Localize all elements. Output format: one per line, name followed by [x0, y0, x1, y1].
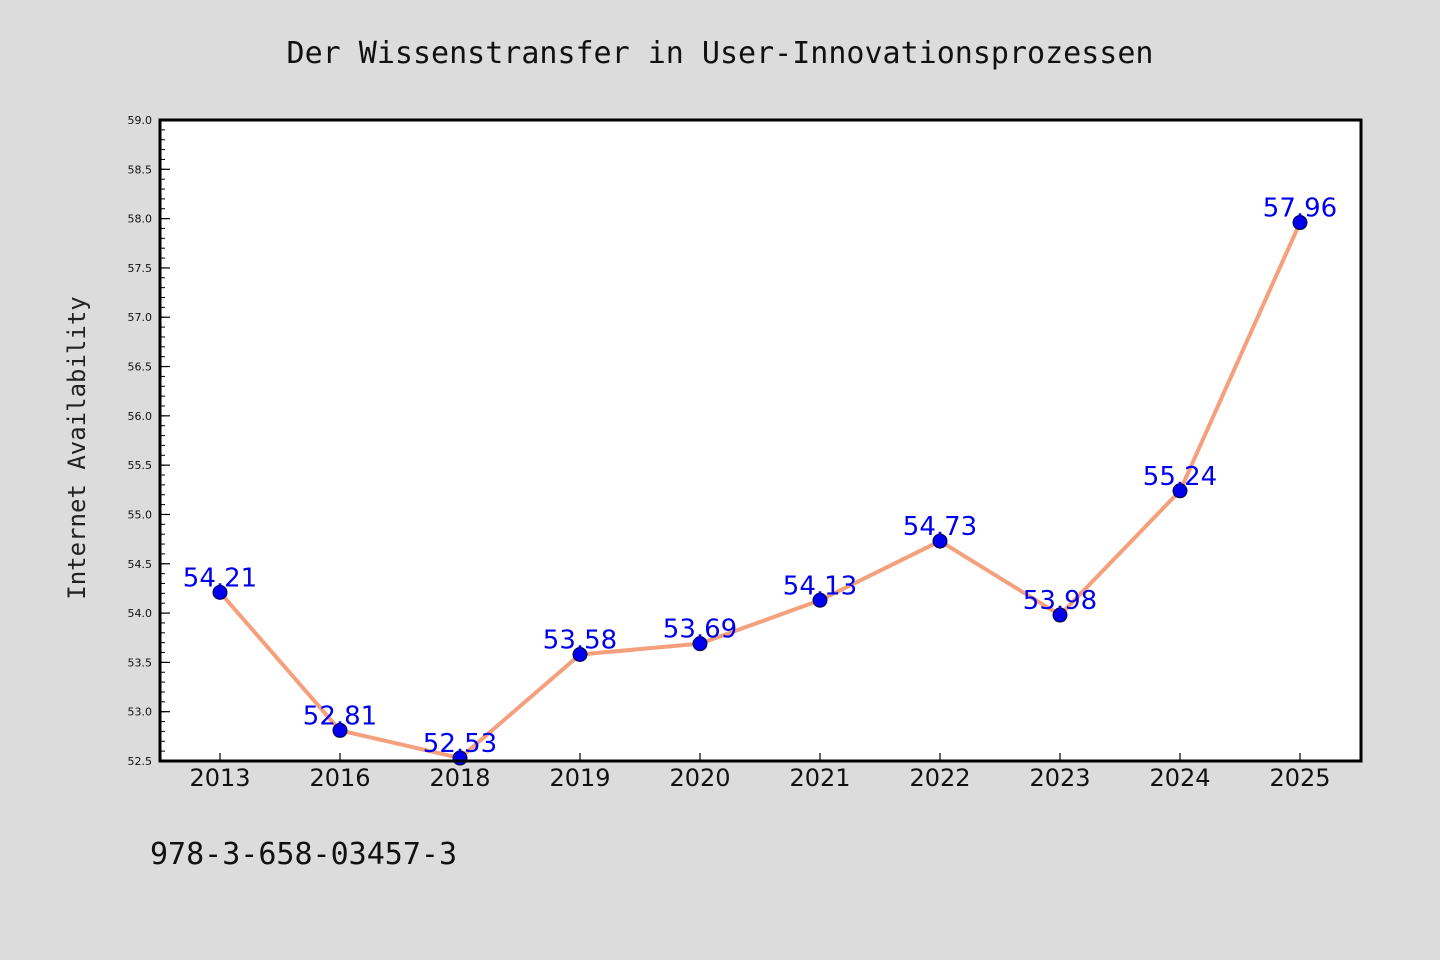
data-point	[1172, 483, 1188, 499]
data-point	[1052, 607, 1068, 623]
x-tick-label: 2016	[309, 764, 370, 792]
y-tick-label: 57.5	[128, 262, 153, 275]
y-tick-label: 55.5	[128, 459, 153, 472]
data-point	[812, 592, 828, 608]
y-tick-label: 54.0	[128, 607, 153, 620]
data-label: 55.24	[1143, 462, 1217, 492]
plot-area	[160, 120, 1361, 761]
y-tick-label: 53.0	[128, 706, 153, 719]
data-label: 53.58	[543, 625, 617, 655]
data-label: 54.73	[903, 512, 977, 542]
data-point	[932, 533, 948, 549]
data-label: 52.81	[303, 701, 377, 731]
x-tick-label: 2024	[1149, 764, 1210, 792]
data-point	[692, 636, 708, 652]
data-label: 57.96	[1263, 194, 1337, 224]
chart-title: Der Wissenstransfer in User-Innovationsp…	[287, 36, 1154, 71]
data-point	[572, 646, 588, 662]
data-label: 53.69	[663, 615, 737, 645]
data-point	[1292, 215, 1308, 231]
x-axis: 2013 2016 2018 2019 2020 2021 2022 2023 2024 2025	[189, 753, 1331, 792]
data-point	[212, 584, 228, 600]
data-point	[332, 722, 348, 738]
x-tick-label: 2025	[1269, 764, 1330, 792]
y-tick-label: 58.5	[128, 163, 153, 176]
data-labels: 54.21 52.81 52.53 53.58 53.69 54.13 54.73 53.98…	[183, 194, 1337, 759]
y-tick-label: 56.0	[128, 410, 153, 423]
series-line	[218, 220, 1302, 761]
x-tick-label: 2023	[1029, 764, 1090, 792]
x-tick-label: 2013	[189, 764, 250, 792]
data-label: 54.13	[783, 571, 857, 601]
plot-border	[158, 118, 1363, 763]
y-tick-label: 53.5	[128, 656, 153, 669]
data-label: 53.98	[1023, 586, 1097, 616]
y-tick-label: 52.5	[128, 755, 153, 768]
x-tick-label: 2020	[669, 764, 730, 792]
y-axis: 52.5 53.0 53.5 54.0 54.5 55.0 55.5 56.0 56.5 57.0…	[128, 114, 170, 768]
y-tick-label: 59.0	[128, 114, 153, 127]
x-tick-label: 2021	[789, 764, 850, 792]
y-tick-label: 54.5	[128, 558, 153, 571]
footer-isbn: 978-3-658-03457-3	[150, 837, 457, 872]
x-tick-label: 2022	[909, 764, 970, 792]
x-tick-label: 2019	[549, 764, 610, 792]
y-tick-label: 58.0	[128, 213, 153, 226]
data-label: 54.21	[183, 563, 257, 593]
y-axis-label: Internet Availability	[63, 296, 91, 599]
x-tick-label: 2018	[429, 764, 490, 792]
data-label: 52.53	[423, 729, 497, 759]
y-tick-label: 57.0	[128, 311, 153, 324]
y-tick-label: 56.5	[128, 361, 153, 374]
y-tick-label: 55.0	[128, 508, 153, 521]
